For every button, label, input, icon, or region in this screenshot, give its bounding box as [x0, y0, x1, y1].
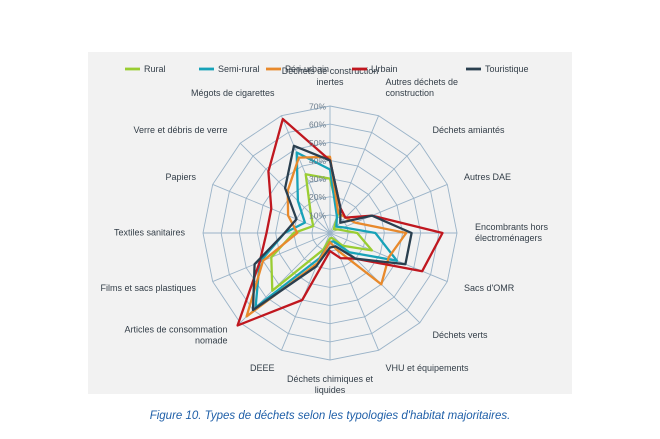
grid-spoke: [329, 183, 448, 234]
radial-tick-label: 60%: [309, 120, 326, 130]
axis-label: Déchets verts: [433, 330, 489, 340]
legend-label: Rural: [144, 64, 166, 74]
axis-label: Verre et débris de verre: [133, 125, 227, 135]
axis-label: Sacs d'OMR: [464, 283, 515, 293]
radial-tick-label: 20%: [309, 192, 326, 202]
axis-label: Autres déchets de construction: [386, 77, 459, 98]
legend-label: Urbain: [371, 64, 398, 74]
axis-label: Déchets de construction inertes: [282, 66, 379, 87]
grid-spoke: [329, 232, 380, 351]
series-line-5: [251, 144, 413, 312]
radial-tick-label: 10%: [309, 210, 326, 220]
series-line-1: [270, 173, 374, 292]
radial-tick-label: 30%: [309, 174, 326, 184]
figure-caption: Figure 10. Types de déchets selon les ty…: [149, 410, 511, 422]
axis-label: Articles de consommation nomade: [124, 325, 227, 346]
axis-label: Autres DAE: [464, 172, 511, 182]
legend-label: Semi-rural: [218, 64, 260, 74]
radial-tick-label: 40%: [309, 156, 326, 166]
radial-tick-label: 70%: [309, 102, 326, 112]
axis-label: Encombrants hors électroménagers: [475, 222, 549, 243]
grid-spoke: [329, 142, 421, 234]
axis-label: Films et sacs plastiques: [100, 283, 196, 293]
radial-tick-label: 50%: [309, 138, 326, 148]
axis-label: DEEE: [250, 363, 275, 373]
axis-label: VHU et équipements: [386, 363, 470, 373]
legend-label: Péri-urbain: [285, 64, 329, 74]
axis-label: Textiles sanitaires: [114, 228, 186, 238]
series-line-4: [236, 117, 444, 327]
axis-label: Déchets chimiques et liquides: [287, 374, 374, 395]
legend-label: Touristique: [485, 64, 529, 74]
series-line-2: [254, 151, 399, 309]
axis-label: Mégots de cigarettes: [191, 88, 275, 98]
axis-label: Papiers: [165, 172, 196, 182]
axis-label: Déchets amiantés: [433, 125, 506, 135]
